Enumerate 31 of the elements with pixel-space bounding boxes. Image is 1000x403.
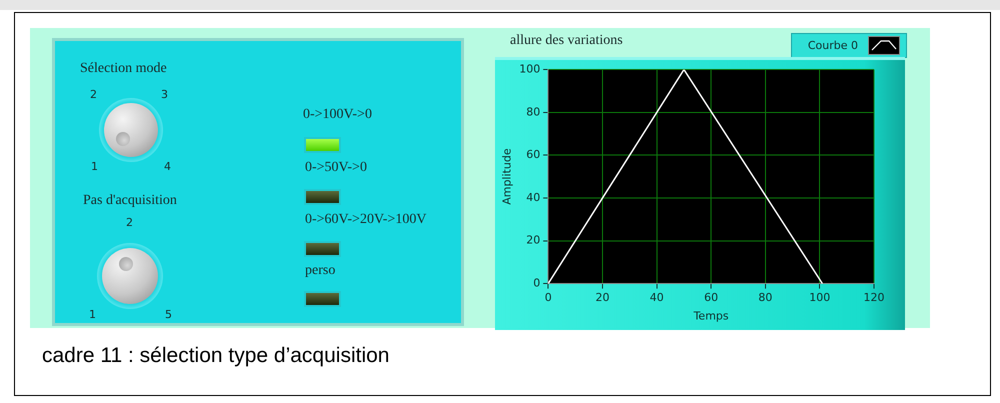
y-tick-label: 0 [533, 276, 540, 290]
x-tick-label: 120 [864, 291, 884, 304]
text: Sélection mode [80, 61, 167, 76]
y-tick-label: 100 [519, 62, 540, 76]
text: 0->100V->0 [303, 107, 372, 122]
legend-label: Courbe 0 [808, 39, 858, 52]
x-tick-label: 100 [809, 291, 830, 304]
text: cadre 11 : sélection type d’acquisition [42, 344, 390, 368]
text: 4 [164, 160, 171, 174]
text: 1 [91, 160, 98, 174]
y-tick-label: 20 [526, 234, 540, 247]
text: 5 [165, 308, 172, 322]
y-axis-title: Amplitude [500, 148, 514, 205]
chart-title: allure des variations [510, 33, 623, 49]
x-tick-label: 20 [595, 291, 610, 304]
text: 3 [161, 88, 168, 102]
text: Pas d'acquisition [83, 193, 177, 208]
x-tick-label: 0 [544, 291, 552, 304]
text: 2 [126, 216, 133, 230]
x-tick-label: 40 [650, 291, 664, 304]
x-axis-title: Temps [692, 309, 729, 322]
text: perso [305, 263, 336, 278]
text: 0->60V->20V->100V [305, 212, 426, 228]
y-tick-label: 60 [526, 148, 540, 162]
text: 2 [90, 88, 97, 102]
y-tick-label: 80 [526, 105, 540, 118]
y-tick-label: 40 [526, 190, 540, 204]
x-tick-label: 80 [758, 291, 772, 304]
text: 0->50V->0 [305, 160, 367, 176]
text: 1 [89, 308, 96, 322]
x-tick-label: 60 [704, 291, 718, 304]
